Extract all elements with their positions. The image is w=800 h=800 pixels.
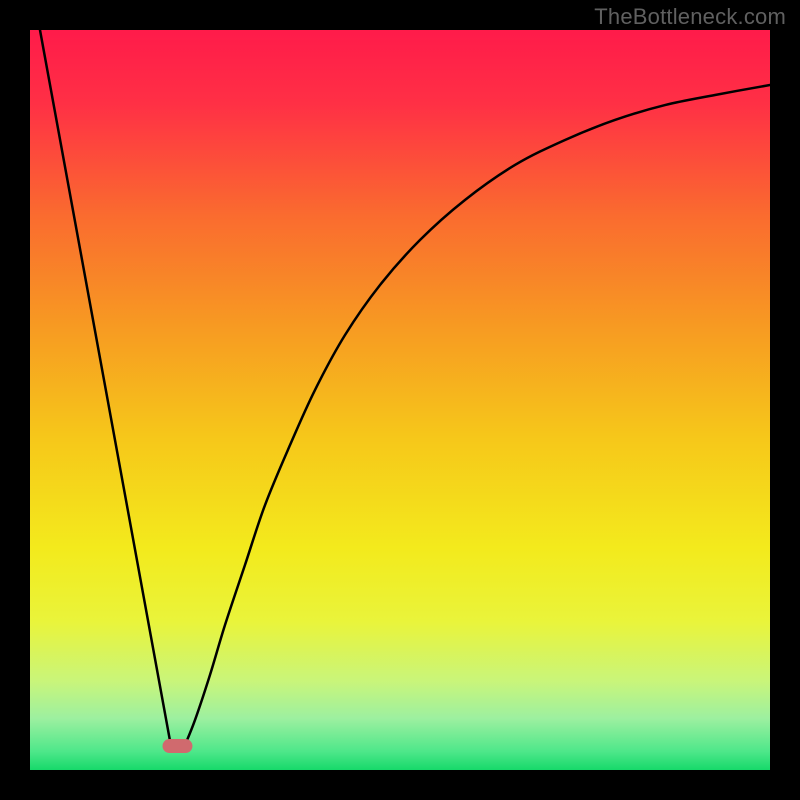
- chart-svg: [30, 30, 770, 770]
- watermark-text: TheBottleneck.com: [594, 4, 786, 30]
- chart-canvas: TheBottleneck.com: [0, 0, 800, 800]
- plot-area: [30, 30, 770, 770]
- vertex-marker: [162, 739, 192, 753]
- gradient-background: [30, 30, 770, 770]
